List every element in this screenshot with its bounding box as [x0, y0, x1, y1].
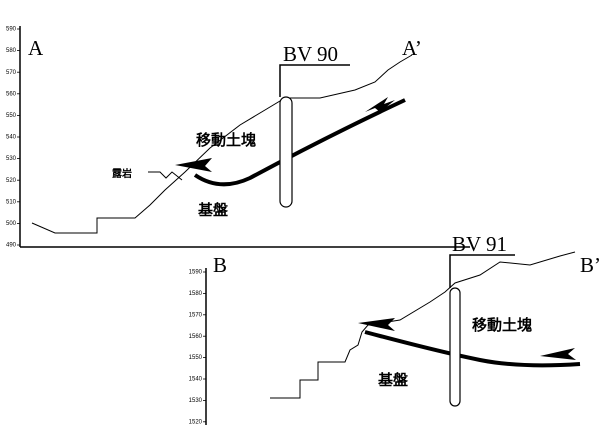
tick-label: 520 [6, 178, 17, 184]
tick-label: 550 [6, 113, 17, 119]
tick-label: 1540 [189, 377, 203, 383]
zone-label: 移動土塊 [196, 131, 256, 149]
zone-label: 基盤 [377, 371, 409, 389]
tick-label: 1530 [189, 398, 203, 404]
tick-label: 540 [6, 135, 17, 141]
section-label: B’ [580, 253, 601, 277]
tick-label: 1580 [189, 291, 203, 297]
tick-label: 1520 [189, 419, 203, 425]
section-label: B [213, 253, 227, 277]
tick-label: 560 [6, 91, 17, 97]
borehole [280, 97, 292, 207]
tick-label: 1560 [189, 334, 203, 340]
tick-label: 510 [6, 199, 17, 205]
tick-label: 590 [6, 27, 17, 33]
tick-label: 1550 [189, 355, 203, 361]
tick-label: 1570 [189, 312, 203, 318]
tick-label: 500 [6, 221, 17, 227]
tick-label: 530 [6, 156, 17, 162]
outcrop-label: 露岩 [112, 167, 132, 180]
tick-label: 570 [6, 70, 17, 76]
zone-label: 移動土塊 [472, 316, 532, 334]
section-label: A’ [402, 36, 422, 60]
section-label: A [28, 36, 44, 60]
borehole [450, 288, 460, 406]
zone-label: 基盤 [197, 201, 229, 219]
diagram: A A’ BV 90 露岩 移動土塊 基盤 590 580 570 560 550 540… [0, 0, 606, 429]
borehole-label: BV 91 [452, 232, 507, 256]
tick-label: 490 [6, 243, 17, 249]
tick-label: 1590 [189, 270, 203, 276]
tick-label: 580 [6, 48, 17, 54]
borehole-label: BV 90 [283, 42, 338, 66]
